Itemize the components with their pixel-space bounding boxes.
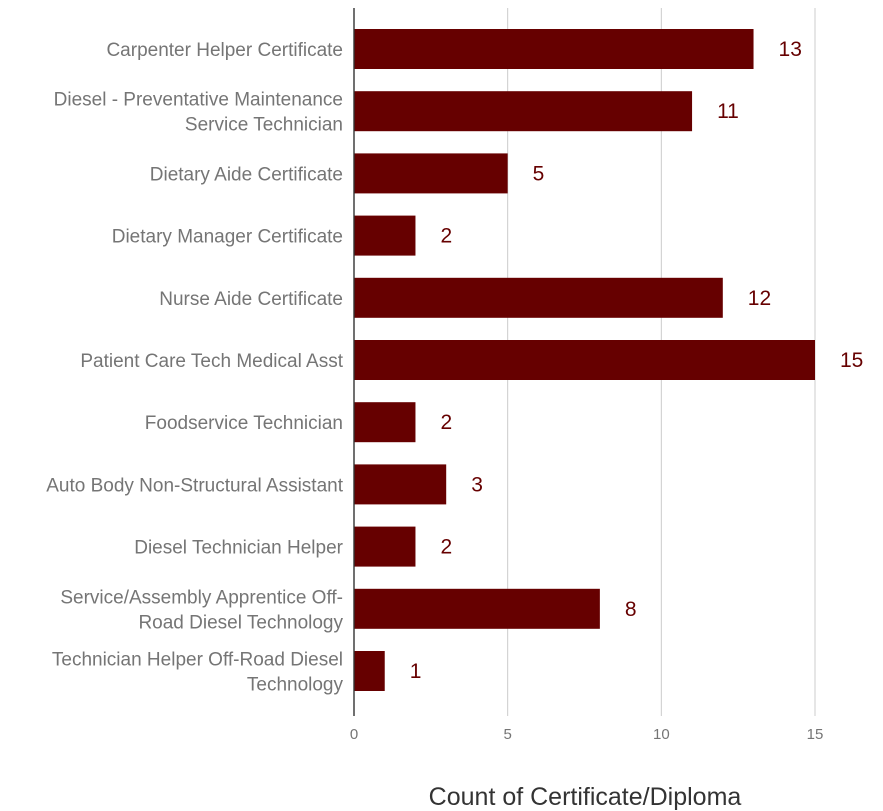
data-label: 12 [748, 287, 771, 310]
x-tick-label: 10 [653, 726, 670, 743]
x-tick-label: 0 [350, 726, 358, 743]
data-label: 3 [471, 473, 483, 496]
data-label: 5 [533, 162, 545, 185]
bars [354, 29, 815, 691]
data-label: 2 [440, 225, 452, 248]
category-label: Technician Helper Off-Road Diesel Technol… [52, 650, 344, 696]
bar [354, 340, 815, 380]
bar [354, 526, 416, 567]
bar [354, 402, 416, 443]
category-label: Patient Care Tech Medical Asst [80, 351, 343, 372]
x-tick-label: 5 [503, 726, 511, 743]
x-axis-title: Count of Certificate/Diploma [429, 783, 742, 811]
data-label: 2 [440, 411, 452, 434]
data-label: 13 [779, 38, 802, 61]
data-label: 1 [410, 660, 422, 683]
category-label: Dietary Manager Certificate [112, 227, 343, 248]
category-label: Service/Assembly Apprentice Off-Road Die… [60, 587, 343, 633]
category-label: Auto Body Non-Structural Assistant [46, 475, 343, 496]
bar [354, 153, 508, 194]
bar [354, 464, 447, 505]
data-label: 2 [440, 536, 452, 559]
category-label: Diesel Technician Helper [134, 538, 343, 559]
category-label: Foodservice Technician [145, 413, 343, 434]
bar [354, 588, 600, 629]
category-label: Nurse Aide Certificate [159, 289, 343, 310]
data-label: 8 [625, 598, 637, 621]
bar [354, 91, 693, 132]
category-label: Diesel - Preventative Maintenance Service… [54, 90, 343, 136]
bar [354, 277, 723, 318]
bar [354, 651, 385, 691]
category-label: Carpenter Helper Certificate [106, 40, 343, 61]
bar [354, 215, 416, 256]
data-labels: 13 11 5 2 12 15 2 3 2 8 1 [410, 38, 864, 683]
data-label: 11 [717, 100, 739, 123]
x-tick-labels: 0 5 10 15 [350, 726, 824, 743]
x-tick-label: 15 [807, 726, 824, 743]
bar [354, 29, 754, 69]
data-label: 15 [840, 349, 863, 372]
category-label: Dietary Aide Certificate [150, 164, 343, 185]
category-labels: Carpenter Helper Certificate Diesel - Pre… [46, 40, 343, 696]
